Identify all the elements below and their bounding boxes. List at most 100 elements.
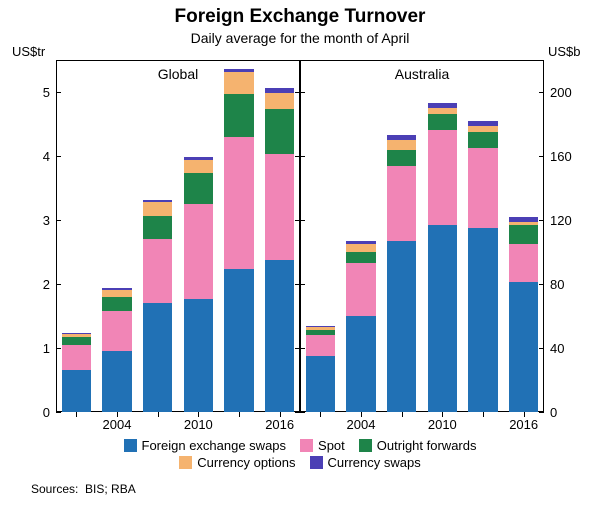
bar-segment bbox=[346, 244, 375, 252]
legend-swatch bbox=[300, 439, 313, 452]
bar-segment bbox=[468, 126, 497, 132]
bar-segment bbox=[509, 282, 538, 412]
bar-segment bbox=[387, 166, 416, 241]
legend-swatch bbox=[179, 456, 192, 469]
bar-segment bbox=[143, 202, 172, 215]
bar-segment bbox=[265, 88, 294, 93]
bar-segment bbox=[102, 288, 131, 289]
bar-segment bbox=[428, 130, 457, 224]
panel-label: Australia bbox=[300, 66, 544, 82]
bar-segment bbox=[346, 316, 375, 412]
bar-segment bbox=[265, 93, 294, 109]
y-tick-label: 200 bbox=[550, 85, 590, 100]
legend-label: Spot bbox=[318, 438, 345, 453]
bar-segment bbox=[468, 148, 497, 228]
bar-segment bbox=[306, 356, 335, 412]
bar-segment bbox=[62, 337, 91, 345]
bar-segment bbox=[468, 121, 497, 126]
x-tick-label: 2016 bbox=[255, 417, 305, 432]
x-tick-label: 2004 bbox=[336, 417, 386, 432]
bar-segment bbox=[387, 140, 416, 150]
bar-segment bbox=[184, 157, 213, 160]
legend-swatch bbox=[359, 439, 372, 452]
y-tick-label: 2 bbox=[16, 277, 50, 292]
legend-label: Currency options bbox=[197, 455, 295, 470]
bar-segment bbox=[102, 311, 131, 351]
bar-segment bbox=[184, 299, 213, 412]
bar-segment bbox=[346, 241, 375, 244]
bar-segment bbox=[143, 216, 172, 239]
y-tick-label: 120 bbox=[550, 213, 590, 228]
bar-segment bbox=[306, 335, 335, 356]
legend: Foreign exchange swaps Spot Outright forwa… bbox=[0, 438, 600, 472]
x-tick-label: 2010 bbox=[173, 417, 223, 432]
bar-segment bbox=[265, 109, 294, 154]
y-axis-unit-left: US$tr bbox=[12, 44, 45, 59]
bar-segment bbox=[387, 135, 416, 140]
legend-label: Outright forwards bbox=[377, 438, 477, 453]
y-tick-label: 0 bbox=[550, 405, 590, 420]
bar-segment bbox=[102, 297, 131, 310]
bar-segment bbox=[306, 326, 335, 328]
bar-segment bbox=[468, 132, 497, 148]
sources-text: BIS; RBA bbox=[85, 482, 136, 496]
bar-segment bbox=[62, 333, 91, 337]
bar-segment bbox=[224, 137, 253, 268]
bar-segment bbox=[184, 173, 213, 204]
legend-swatch bbox=[124, 439, 137, 452]
bar-segment bbox=[224, 72, 253, 94]
plot-area: US$trUS$bGlobal012345200420102016Austral… bbox=[56, 60, 544, 412]
y-tick-label: 3 bbox=[16, 213, 50, 228]
y-tick-label: 40 bbox=[550, 341, 590, 356]
bar-segment bbox=[143, 239, 172, 303]
bar-segment bbox=[509, 217, 538, 222]
legend-item: Outright forwards bbox=[359, 438, 477, 453]
chart-subtitle: Daily average for the month of April bbox=[0, 28, 600, 46]
bar-segment bbox=[224, 94, 253, 138]
x-tick-label: 2010 bbox=[417, 417, 467, 432]
bar-segment bbox=[509, 244, 538, 282]
bar-segment bbox=[306, 327, 335, 330]
bar-segment bbox=[428, 103, 457, 108]
bar-segment bbox=[428, 108, 457, 114]
panel-label: Global bbox=[56, 66, 300, 82]
bar-segment bbox=[62, 345, 91, 370]
bar-segment bbox=[62, 333, 91, 334]
y-tick-label: 0 bbox=[16, 405, 50, 420]
bar-segment bbox=[102, 351, 131, 412]
bar-segment bbox=[224, 69, 253, 72]
chart-container: Foreign Exchange Turnover Daily average … bbox=[0, 0, 600, 525]
sources: Sources: BIS; RBA bbox=[31, 482, 136, 496]
bar-segment bbox=[143, 200, 172, 202]
bar-segment bbox=[387, 150, 416, 166]
x-tick-label: 2016 bbox=[499, 417, 549, 432]
bar-segment bbox=[387, 241, 416, 412]
bar-segment bbox=[346, 263, 375, 316]
bar-segment bbox=[509, 225, 538, 244]
legend-item: Currency options bbox=[179, 455, 295, 470]
legend-label: Foreign exchange swaps bbox=[142, 438, 287, 453]
bar-segment bbox=[62, 370, 91, 412]
bar-segment bbox=[468, 228, 497, 412]
bar-segment bbox=[224, 269, 253, 412]
legend-item: Foreign exchange swaps bbox=[124, 438, 287, 453]
legend-item: Currency swaps bbox=[310, 455, 421, 470]
bar-segment bbox=[143, 303, 172, 412]
bar-segment bbox=[184, 204, 213, 299]
y-axis-unit-right: US$b bbox=[548, 44, 581, 59]
y-tick-label: 80 bbox=[550, 277, 590, 292]
legend-item: Spot bbox=[300, 438, 345, 453]
x-tick-label: 2004 bbox=[92, 417, 142, 432]
bar-segment bbox=[265, 260, 294, 412]
bar-segment bbox=[428, 225, 457, 412]
y-tick-label: 160 bbox=[550, 149, 590, 164]
bar-segment bbox=[306, 330, 335, 335]
y-tick-label: 1 bbox=[16, 341, 50, 356]
bar-segment bbox=[102, 290, 131, 298]
legend-label: Currency swaps bbox=[328, 455, 421, 470]
bar-segment bbox=[346, 252, 375, 263]
bar-segment bbox=[265, 154, 294, 260]
chart-title: Foreign Exchange Turnover bbox=[0, 0, 600, 28]
sources-label: Sources: bbox=[31, 482, 78, 496]
y-tick-label: 4 bbox=[16, 149, 50, 164]
